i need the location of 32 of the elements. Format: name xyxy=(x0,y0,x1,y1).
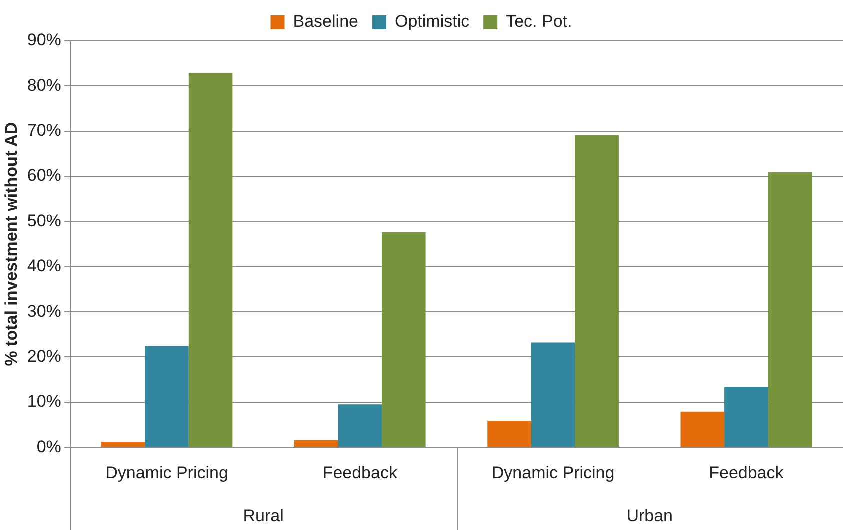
text: Urban xyxy=(626,506,674,526)
text: Rural xyxy=(243,506,284,526)
legend-label: Tec. Pot. xyxy=(506,12,572,32)
x-tick-label: Dynamic Pricing xyxy=(106,463,228,482)
y-tick-label: 80% xyxy=(27,76,62,95)
bar xyxy=(531,342,576,448)
y-tick-label: 70% xyxy=(27,121,62,140)
y-tick-label: 30% xyxy=(27,302,62,321)
y-axis-title: % total investment without AD xyxy=(2,122,21,366)
bar xyxy=(575,135,619,448)
y-tick-label: 60% xyxy=(27,166,62,186)
bar xyxy=(145,346,189,448)
bar xyxy=(488,420,532,448)
y-tick-label: 40% xyxy=(27,256,62,276)
y-tick-label: 20% xyxy=(27,346,62,366)
y-tick-label: 0% xyxy=(36,437,62,456)
x-tick-label: Feedback xyxy=(709,463,784,482)
bar xyxy=(724,387,768,448)
bar xyxy=(101,442,146,448)
legend-label: Optimistic xyxy=(394,12,470,32)
bar xyxy=(188,73,233,448)
legend-label: Baseline xyxy=(293,12,358,32)
y-tick-label: 10% xyxy=(27,392,62,412)
bar xyxy=(382,232,426,448)
x-tick-label: Feedback xyxy=(322,463,398,482)
bar xyxy=(338,404,382,448)
bar xyxy=(294,440,338,448)
x-tick-label: Dynamic Pricing xyxy=(492,463,615,482)
y-tick-label: 50% xyxy=(27,211,62,230)
bar xyxy=(680,412,725,448)
bar xyxy=(768,172,812,448)
y-tick-label: 90% xyxy=(27,30,62,50)
